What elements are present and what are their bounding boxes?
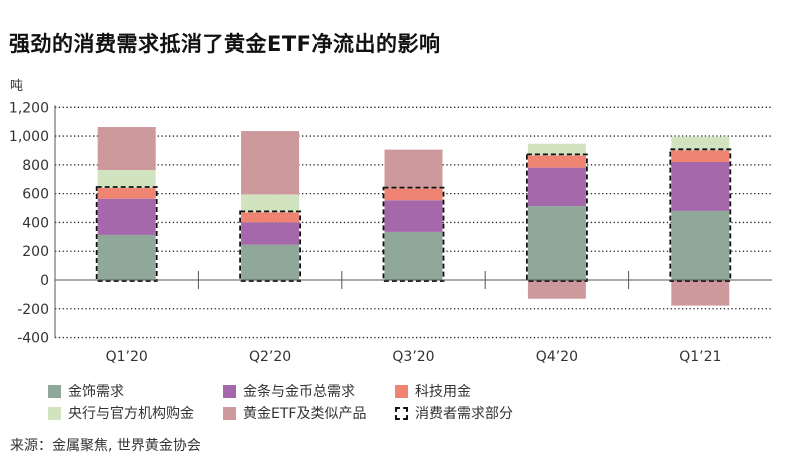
bar-segment [527, 155, 586, 168]
legend-swatch [395, 384, 408, 398]
legend-swatch [48, 384, 61, 398]
bar-segment [241, 212, 300, 223]
legend-item-technology: 科技用金 [395, 381, 471, 401]
bar-segment [527, 206, 586, 280]
legend-swatch [223, 384, 236, 398]
y-axis-label: 吨 [10, 79, 23, 94]
y-tick-label: 200 [22, 244, 49, 260]
bar-segment [97, 234, 156, 280]
bar-segment [671, 210, 730, 280]
bar-segment [384, 149, 443, 189]
y-tick-label: -200 [17, 302, 49, 318]
x-tick-label: Q2’20 [249, 349, 291, 365]
bar-segment [671, 280, 730, 306]
stacked-bar-chart: 吨 -400 -200 0 200 400 600 800 1,000 1,200 Q1’20 Q2’… [9, 79, 772, 365]
legend-item-central-banks: 央行与官方机构购金 [48, 403, 194, 423]
bar-segment [384, 200, 443, 232]
bar-segment [241, 222, 300, 245]
bar-segment [527, 143, 586, 156]
legend-item-jewelry: 金饰需求 [48, 381, 124, 401]
legend-label: 科技用金 [415, 384, 471, 400]
x-tick-label: Q3’20 [392, 349, 434, 365]
consumer-demand-box [382, 186, 445, 282]
legend-label: 消费者需求部分 [415, 406, 513, 422]
y-tick-label: 1,200 [9, 100, 49, 116]
legend-label: 央行与官方机构购金 [68, 406, 194, 422]
legend-swatch-dashed [395, 406, 408, 420]
legend-label: 金饰需求 [68, 384, 124, 400]
bar-segment [241, 244, 300, 280]
chart-title: 强劲的消费需求抵消了黄金ETF净流出的影响 [9, 32, 441, 56]
legend-item-etf: 黄金ETF及类似产品 [223, 403, 366, 423]
bar-segment [671, 150, 730, 162]
bar-segment [671, 161, 730, 211]
legend-item-consumer-demand: 消费者需求部分 [395, 403, 513, 423]
legend-label: 金条与金币总需求 [243, 384, 355, 400]
bar-segment [97, 188, 156, 199]
bar-segment [97, 170, 156, 189]
consumer-demand-box [95, 186, 158, 282]
y-tick-label: 400 [22, 215, 49, 231]
x-tick-label: Q1’21 [679, 349, 721, 365]
consumer-demand-box [526, 153, 588, 282]
bar-segment [527, 280, 586, 299]
y-tick-label: 0 [40, 273, 49, 289]
legend-swatch [48, 406, 61, 420]
y-tick-label: 600 [22, 187, 49, 203]
y-tick-label: 1,000 [9, 129, 49, 145]
consumer-demand-box [239, 210, 302, 282]
bar-segment [671, 136, 730, 151]
bar-segment [97, 198, 156, 235]
legend-swatch [223, 406, 236, 420]
legend-item-bar-coin: 金条与金币总需求 [223, 381, 355, 401]
bar-segment [384, 231, 443, 280]
legend-label: 黄金ETF及类似产品 [243, 406, 367, 422]
bar-segment [384, 188, 443, 201]
bar-segment [97, 127, 156, 171]
x-tick-label: Q4’20 [536, 349, 578, 365]
y-tick-label: 800 [22, 158, 49, 174]
bar-segment [241, 194, 300, 213]
x-tick-label: Q1’20 [106, 349, 148, 365]
bar-segment [527, 167, 586, 207]
y-tick-label: -400 [17, 331, 49, 347]
source-note: 来源：金属聚焦, 世界黄金协会 [10, 438, 201, 454]
bar-segment [241, 131, 300, 195]
